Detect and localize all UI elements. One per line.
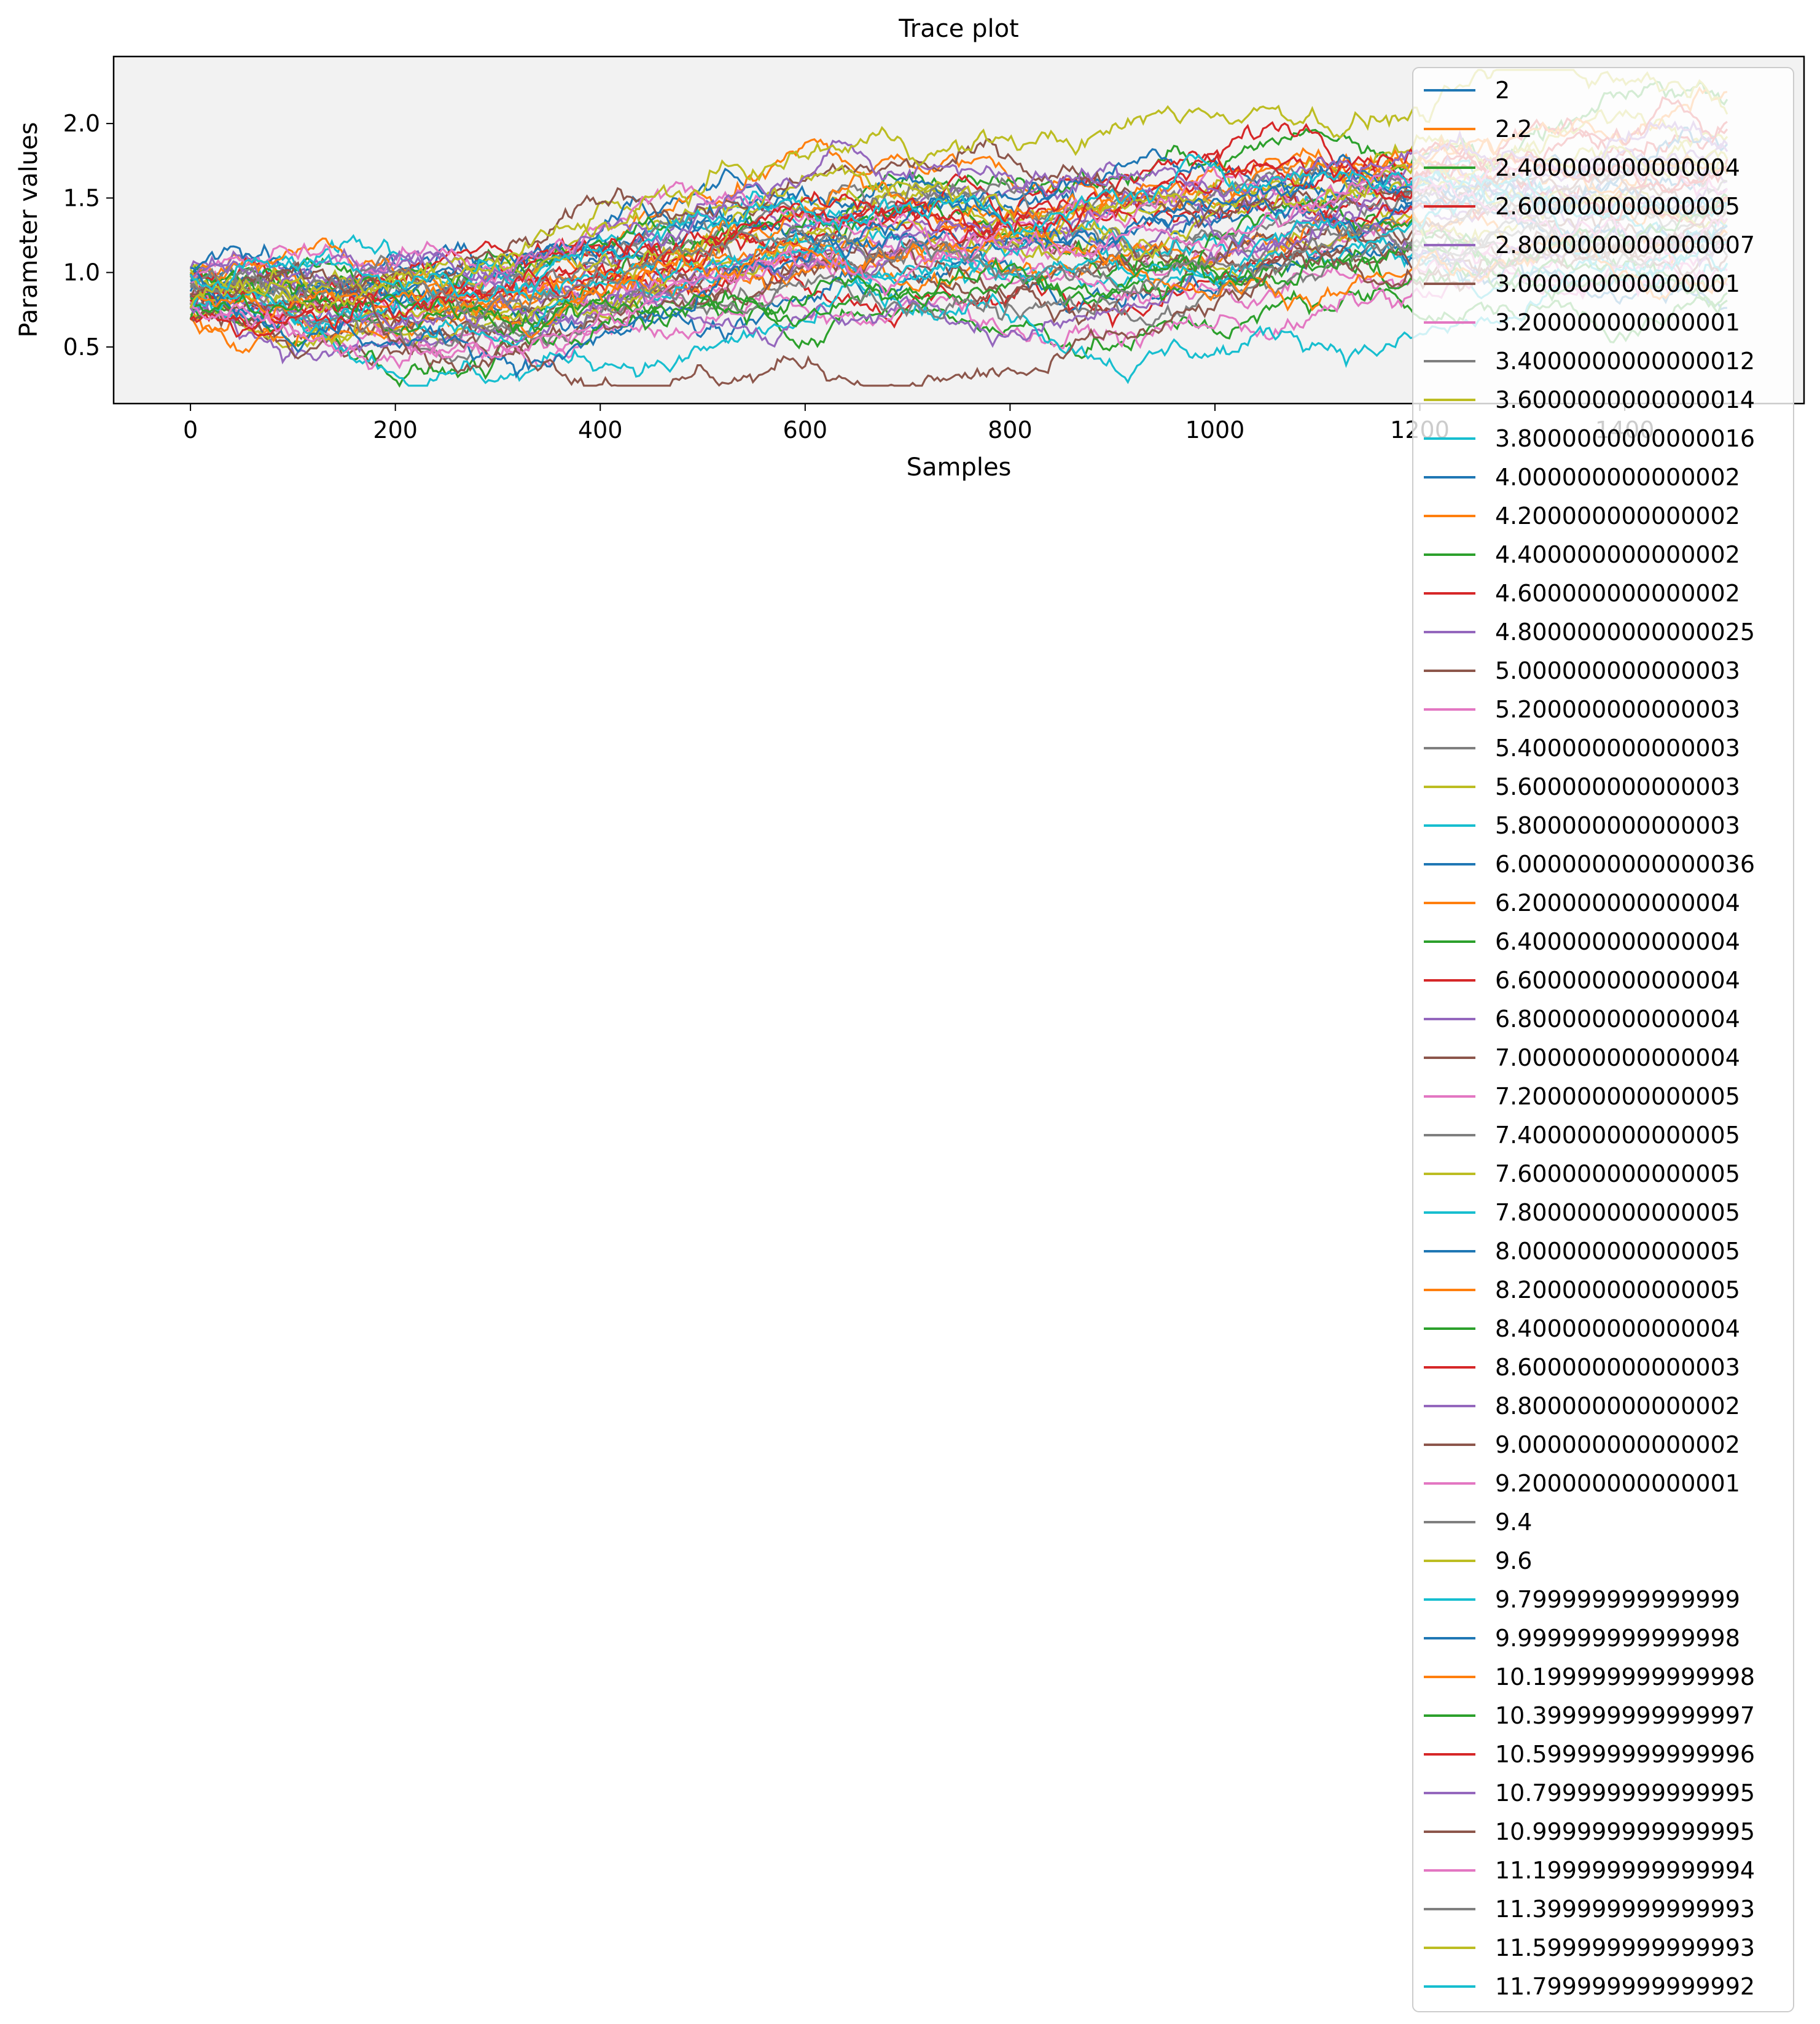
legend-label: 2.400000000000004 [1495,154,1740,181]
x-tick-label: 0 [183,416,198,443]
legend-label: 11.799999999999992 [1495,1973,1755,2000]
legend-label: 8.000000000000005 [1495,1238,1740,1265]
legend-label: 2.8000000000000007 [1495,232,1755,259]
legend-label: 6.800000000000004 [1495,1006,1740,1033]
legend-label: 9.4 [1495,1509,1532,1536]
legend-label: 3.000000000000001 [1495,270,1740,297]
legend-label: 2.2 [1495,115,1532,143]
legend-label: 6.400000000000004 [1495,928,1740,955]
legend-label: 8.800000000000002 [1495,1393,1740,1420]
legend-label: 4.000000000000002 [1495,464,1740,491]
legend-label: 11.599999999999993 [1495,1934,1755,1961]
legend-label: 8.200000000000005 [1495,1276,1740,1303]
legend-label: 7.800000000000005 [1495,1199,1740,1226]
legend-label: 9.6 [1495,1547,1532,1574]
y-tick-label: 0.5 [63,334,100,361]
x-axis-label: Samples [907,453,1012,482]
legend-label: 10.599999999999996 [1495,1741,1755,1768]
legend-label: 8.600000000000003 [1495,1354,1740,1381]
y-tick-label: 1.5 [63,184,100,211]
legend-label: 2.600000000000005 [1495,193,1740,220]
legend-label: 6.600000000000004 [1495,967,1740,994]
y-axis-label: Parameter values [15,122,43,338]
legend-label: 3.8000000000000016 [1495,425,1755,452]
legend-label: 5.600000000000003 [1495,773,1740,800]
y-axis-ticks: 0.5 1.0 1.5 2.0 [63,110,114,361]
legend-label: 11.399999999999993 [1495,1896,1755,1923]
legend-label: 3.200000000000001 [1495,309,1740,336]
legend-label: 9.799999999999999 [1495,1586,1740,1613]
legend-label: 7.000000000000004 [1495,1044,1740,1071]
legend-label: 3.4000000000000012 [1495,348,1755,375]
plot-frame [112,55,1805,405]
legend-label: 5.800000000000003 [1495,812,1740,839]
legend-label: 8.400000000000004 [1495,1315,1740,1342]
legend-label: 10.399999999999997 [1495,1702,1755,1729]
x-tick-label: 600 [783,416,828,443]
x-tick-label: 1000 [1185,416,1245,443]
legend-label: 2 [1495,77,1510,104]
legend-box [1412,67,1794,2012]
legend-label: 4.200000000000002 [1495,502,1740,529]
chart-title: Trace plot [898,15,1019,43]
legend-label: 3.6000000000000014 [1495,386,1755,413]
x-tick-label: 800 [988,416,1033,443]
legend-label: 9.000000000000002 [1495,1431,1740,1458]
legend-label: 4.8000000000000025 [1495,619,1755,646]
legend-label: 9.200000000000001 [1495,1470,1740,1497]
legend-label: 10.799999999999995 [1495,1780,1755,1807]
legend-label: 10.999999999999995 [1495,1818,1755,1845]
legend-label: 5.400000000000003 [1495,735,1740,762]
legend: 2 2.2 2.400000000000004 2.600000000000005 2.… [1412,67,1794,2012]
y-tick-label: 2.0 [63,110,100,137]
legend-label: 6.0000000000000036 [1495,851,1755,878]
legend-label: 5.000000000000003 [1495,657,1740,684]
legend-label: 4.400000000000002 [1495,541,1740,568]
legend-label: 10.199999999999998 [1495,1663,1755,1690]
legend-label: 5.200000000000003 [1495,696,1740,723]
y-tick-label: 1.0 [63,259,100,286]
legend-label: 7.400000000000005 [1495,1122,1740,1149]
legend-label: 9.999999999999998 [1495,1625,1740,1652]
legend-label: 7.600000000000005 [1495,1160,1740,1187]
x-tick-label: 400 [578,416,623,443]
legend-label: 11.199999999999994 [1495,1857,1755,1884]
legend-label: 4.600000000000002 [1495,580,1740,607]
legend-label: 6.200000000000004 [1495,889,1740,916]
x-tick-label: 200 [373,416,418,443]
legend-label: 7.200000000000005 [1495,1083,1740,1110]
